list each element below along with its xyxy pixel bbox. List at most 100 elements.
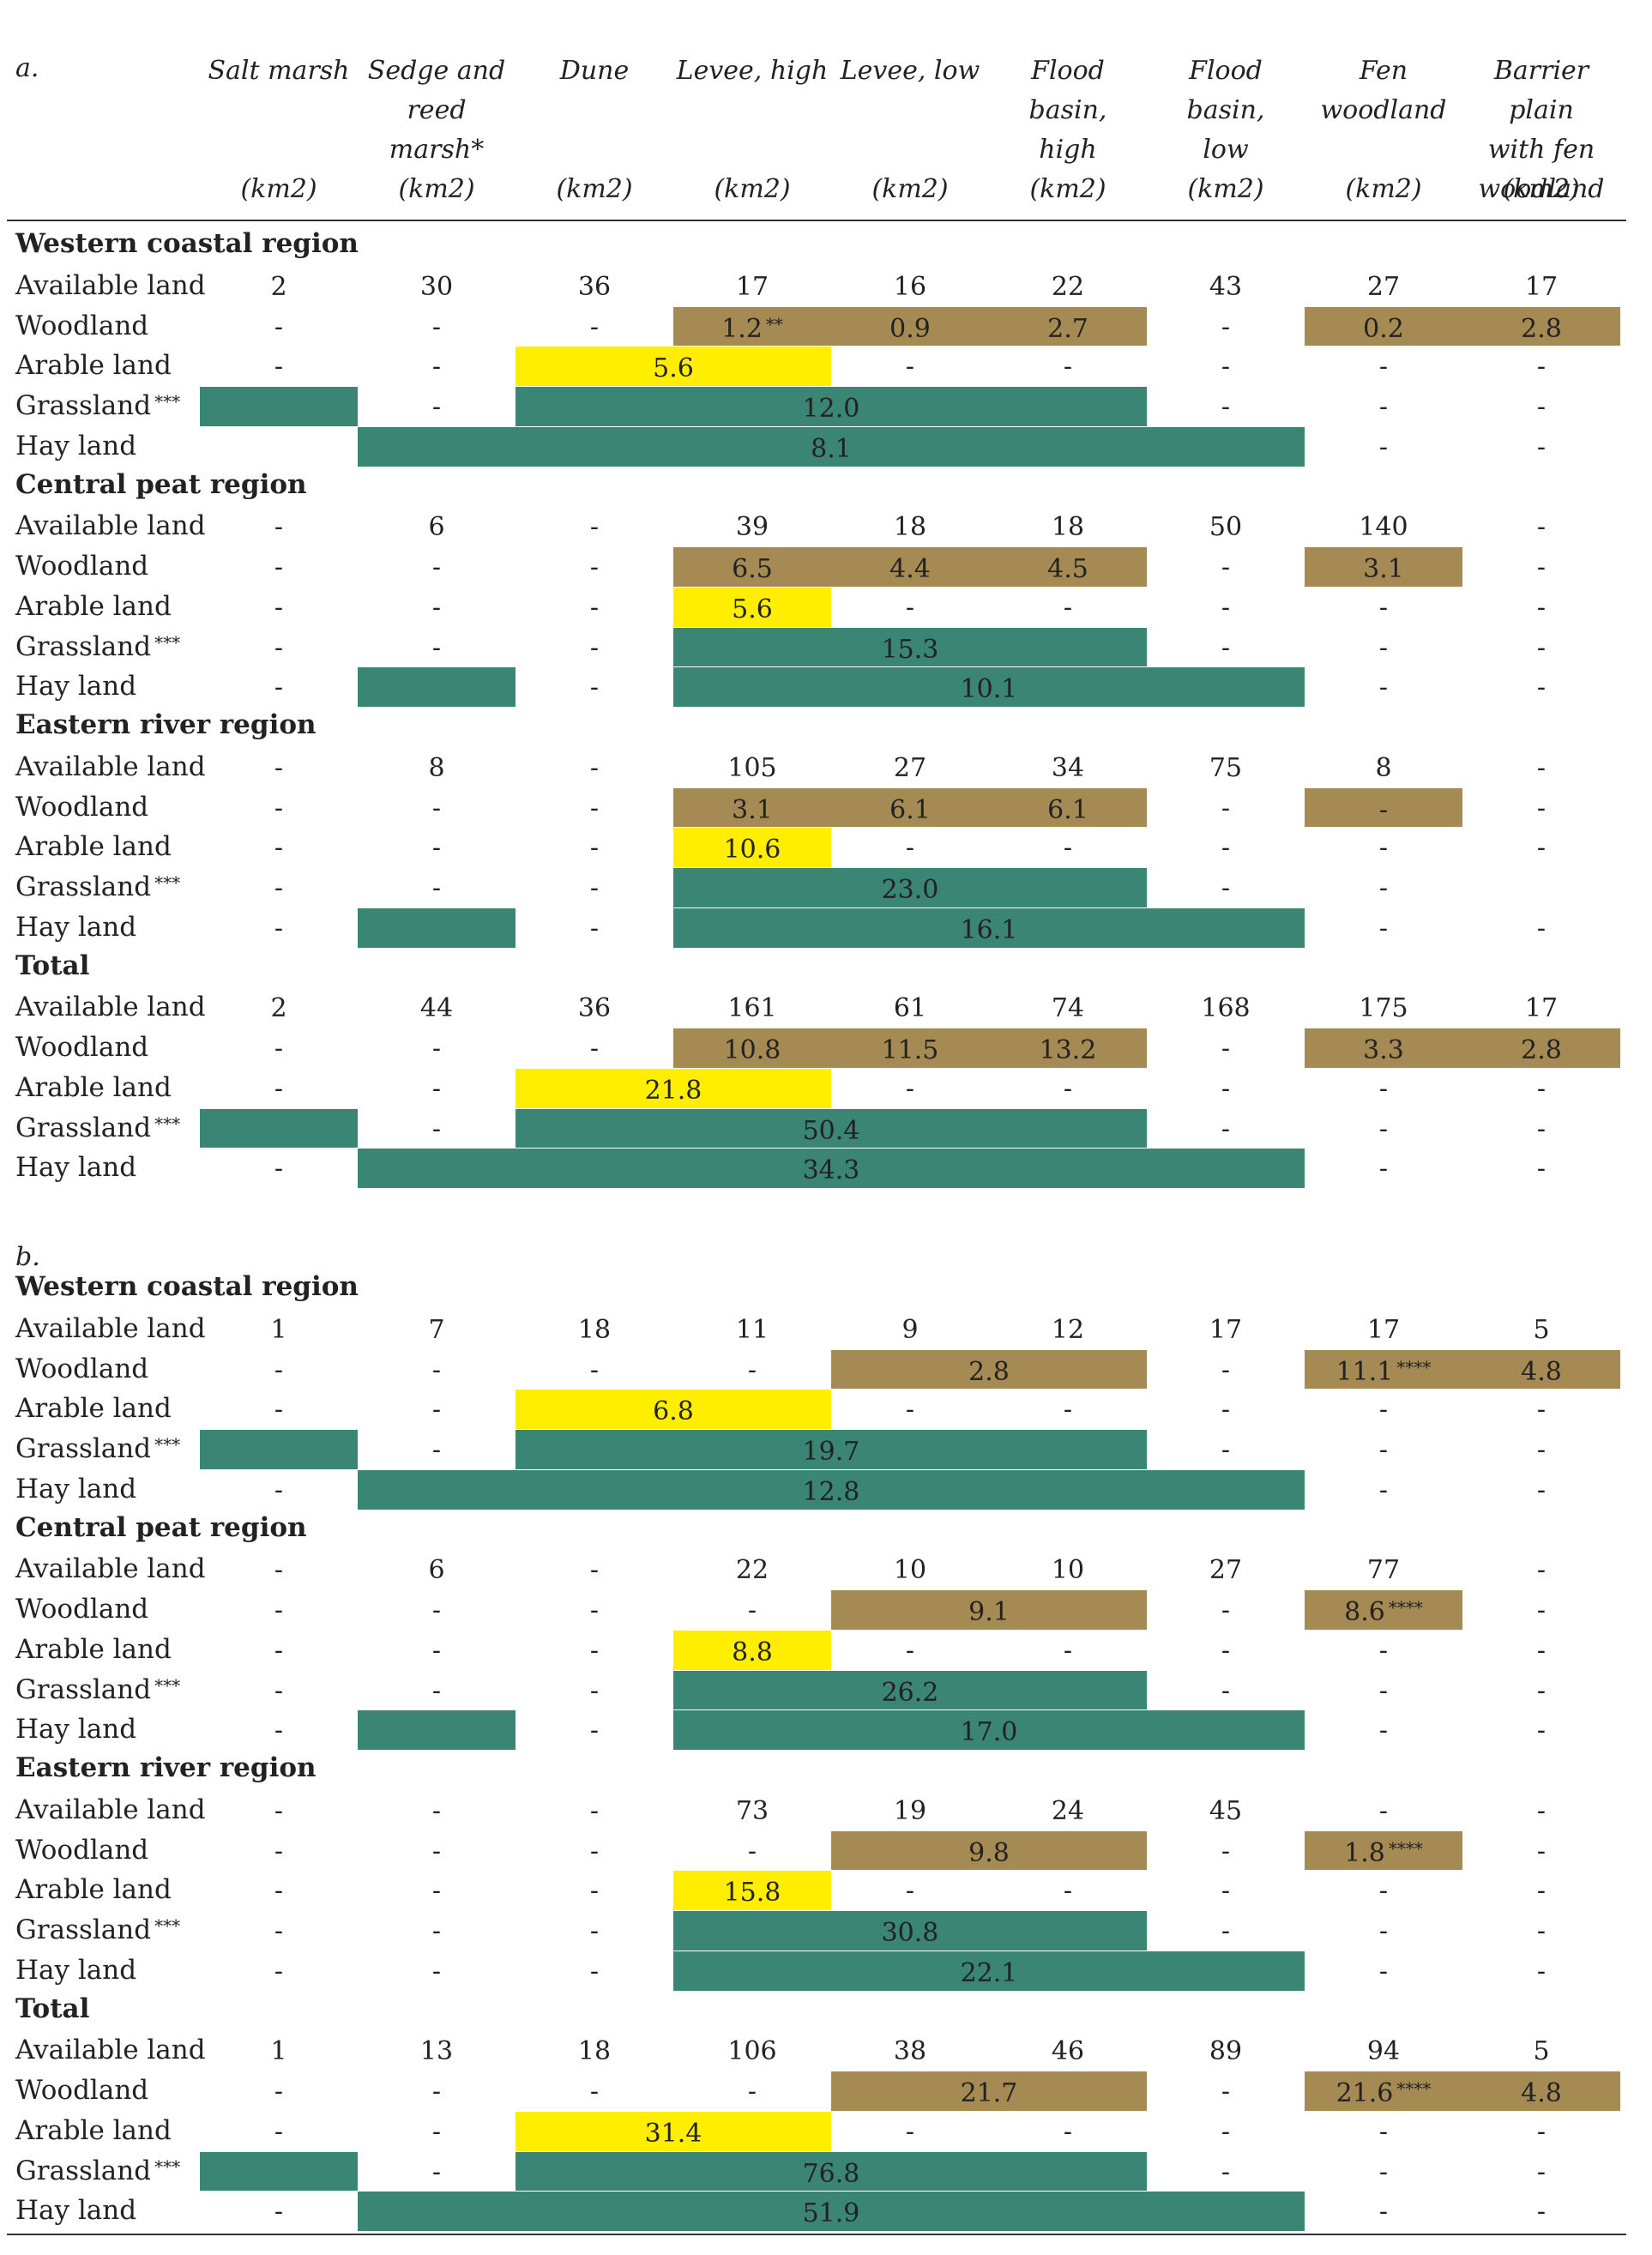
land-use-bar-arable bbox=[673, 1630, 831, 1670]
table-cell: - bbox=[274, 1354, 284, 1385]
bar-value-text: 3.1 bbox=[1363, 554, 1404, 584]
row-label: Grassland *** bbox=[15, 631, 180, 662]
table-cell: - bbox=[1378, 1956, 1389, 1987]
table-cell: 175 bbox=[1359, 993, 1408, 1024]
row-label: Hay land bbox=[15, 1152, 136, 1183]
table-cell: - bbox=[1378, 2156, 1389, 2187]
land-use-bar-arable bbox=[515, 347, 831, 386]
row-label-text: Grassland bbox=[15, 630, 152, 662]
table-cell: - bbox=[1378, 873, 1389, 903]
table-cell: - bbox=[1221, 552, 1231, 582]
bar-value-text: 12.0 bbox=[802, 394, 860, 424]
column-unit: (km2) bbox=[871, 174, 949, 204]
row-label-text: Woodland bbox=[15, 1032, 149, 1063]
table-cell: 16 bbox=[893, 271, 927, 302]
table-cell: - bbox=[1536, 1675, 1546, 1706]
table-cell: 11 bbox=[735, 1314, 769, 1345]
bar-value-text: 50.4 bbox=[802, 1115, 860, 1146]
row-label-text: Arable land bbox=[15, 350, 172, 382]
table-cell: 106 bbox=[727, 2036, 777, 2067]
bar-value: 12.0 bbox=[515, 394, 1147, 424]
bar-value-text: - bbox=[1378, 794, 1389, 825]
land-use-bar-grass bbox=[673, 1670, 1147, 1710]
land-use-bar-grass bbox=[200, 387, 358, 426]
land-use-bar-grass bbox=[673, 667, 1305, 707]
row-label: Available land bbox=[15, 2035, 206, 2065]
table-cell: - bbox=[431, 392, 442, 422]
bar-value: 17.0 bbox=[673, 1717, 1305, 1747]
bar-value-text: 10.6 bbox=[723, 835, 781, 865]
bar-value: 11.5 bbox=[831, 1035, 989, 1065]
table-cell: - bbox=[274, 1073, 284, 1104]
table-cell: - bbox=[589, 1635, 600, 1666]
table-cell: - bbox=[1536, 1113, 1546, 1144]
table-cell: - bbox=[274, 793, 284, 823]
land-use-bar-woodland bbox=[1305, 1830, 1462, 1871]
land-use-bar-grass bbox=[358, 667, 515, 707]
row-label: Available land bbox=[15, 1313, 206, 1344]
column-unit: (km2) bbox=[714, 174, 791, 204]
table-cell: - bbox=[1378, 672, 1389, 703]
row-label: Arable land bbox=[15, 591, 172, 622]
table-cell: - bbox=[431, 1073, 442, 1104]
table-cell: - bbox=[274, 311, 284, 342]
column-header: Flood basin, high bbox=[1028, 56, 1107, 165]
land-use-bar-arable bbox=[673, 1871, 831, 1910]
table-cell: - bbox=[431, 311, 442, 342]
table-cell: - bbox=[274, 512, 284, 543]
land-use-bar-woodland bbox=[831, 787, 989, 828]
land-use-bar-grass bbox=[358, 426, 1305, 467]
column-unit: (km2) bbox=[1503, 174, 1580, 204]
bar-value: 6.1 bbox=[831, 795, 989, 825]
bar-value: - bbox=[1305, 795, 1462, 825]
table-cell: - bbox=[1221, 1635, 1231, 1666]
section-label: b. bbox=[15, 1242, 40, 1272]
table-cell: - bbox=[274, 1675, 284, 1706]
table-cell: 73 bbox=[735, 1795, 769, 1826]
row-label: Available land bbox=[15, 1553, 206, 1584]
table-cell: - bbox=[1378, 1474, 1389, 1505]
row-label-text: Woodland bbox=[15, 1353, 149, 1384]
bar-value-text: 30.8 bbox=[881, 1918, 939, 1948]
table-cell: - bbox=[1378, 1435, 1389, 1465]
table-cell: - bbox=[1536, 1154, 1546, 1185]
table-cell: - bbox=[1378, 431, 1389, 462]
table-cell: 2 bbox=[270, 271, 287, 302]
table-cell: - bbox=[1378, 2116, 1389, 2147]
row-label-text: Available land bbox=[15, 751, 206, 782]
bar-value: 9.8 bbox=[831, 1838, 1147, 1868]
land-use-bar-woodland bbox=[1462, 1028, 1620, 1068]
footnote-marker: *** bbox=[154, 1674, 181, 1696]
table-cell: - bbox=[589, 672, 600, 703]
footnote-marker: **** bbox=[1388, 1837, 1423, 1859]
table-cell: 2 bbox=[270, 993, 287, 1024]
table-cell: - bbox=[431, 2156, 442, 2187]
land-use-bar-grass bbox=[673, 627, 1147, 667]
row-label: Available land bbox=[15, 751, 206, 782]
table-cell: 45 bbox=[1209, 1795, 1243, 1826]
bar-value-text: 3.3 bbox=[1363, 1035, 1404, 1065]
table-cell: 44 bbox=[419, 993, 454, 1024]
land-use-bar-grass bbox=[515, 1430, 1147, 1469]
land-use-bar-grass bbox=[358, 1149, 1305, 1188]
table-cell: 27 bbox=[1366, 271, 1401, 302]
bar-value: 4.8 bbox=[1462, 1357, 1620, 1387]
row-label: Arable land bbox=[15, 831, 172, 862]
land-use-bar-woodland bbox=[1305, 306, 1462, 347]
table-cell: - bbox=[1378, 1715, 1389, 1746]
table-cell: - bbox=[431, 1113, 442, 1144]
land-use-bar-woodland bbox=[1305, 787, 1462, 828]
table-cell: - bbox=[1378, 833, 1389, 864]
table-cell: - bbox=[274, 833, 284, 864]
row-label: Grassland *** bbox=[15, 1112, 180, 1143]
table-cell: - bbox=[274, 1595, 284, 1625]
row-label-text: Grassland bbox=[15, 871, 152, 902]
table-cell: - bbox=[589, 1836, 600, 1866]
bar-value: 4.8 bbox=[1462, 2078, 1620, 2108]
table-cell: - bbox=[589, 311, 600, 342]
table-cell: - bbox=[1221, 1876, 1231, 1907]
row-label: Hay land bbox=[15, 431, 136, 461]
table-cell: - bbox=[431, 552, 442, 582]
land-use-bar-grass bbox=[358, 2192, 1305, 2231]
table-cell: - bbox=[1221, 2077, 1231, 2107]
